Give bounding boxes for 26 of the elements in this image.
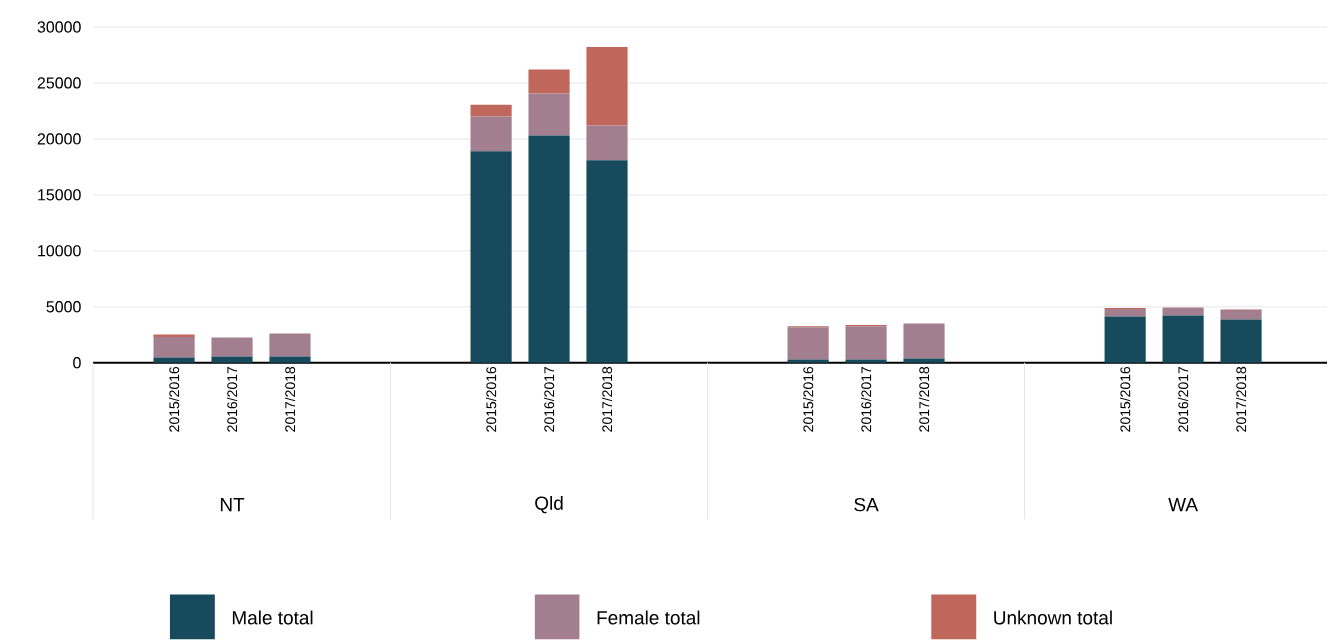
text: SA (854, 498, 879, 512)
x-tick-label: 2017/2018 (284, 367, 296, 432)
x-tick-label: 2017/2018 (1235, 367, 1247, 432)
x-tick-label: 2015/2016 (168, 367, 180, 432)
x-tick-label: 2017/2018 (601, 367, 613, 432)
x-tick-label: 2015/2016 (802, 367, 814, 432)
x-tick-label: 2016/2017 (543, 367, 555, 432)
text: Qld (535, 496, 563, 514)
x-tick-label: 2016/2017 (860, 367, 872, 432)
y-tick-label: 10000 (38, 245, 81, 257)
legend-label: Female total (597, 610, 700, 625)
legend-label: Male total (232, 610, 313, 625)
y-tick-label: 5000 (46, 301, 81, 313)
text: NT (220, 498, 245, 512)
x-tick-label: 2015/2016 (485, 367, 497, 432)
x-tick-label: 2016/2017 (1177, 367, 1189, 432)
text: WA (1168, 498, 1198, 512)
y-tick-label: 30000 (37, 21, 81, 33)
legend-label: Unknown total (994, 610, 1112, 625)
x-tick-label: 2017/2018 (918, 367, 930, 432)
x-tick-label: 2016/2017 (226, 367, 238, 432)
y-tick-label: 15000 (38, 189, 81, 201)
y-tick-label: 20000 (37, 133, 81, 145)
y-tick-label: 25000 (37, 77, 81, 89)
x-tick-label: 2015/2016 (1120, 367, 1131, 432)
y-tick-label: 0 (73, 357, 81, 369)
